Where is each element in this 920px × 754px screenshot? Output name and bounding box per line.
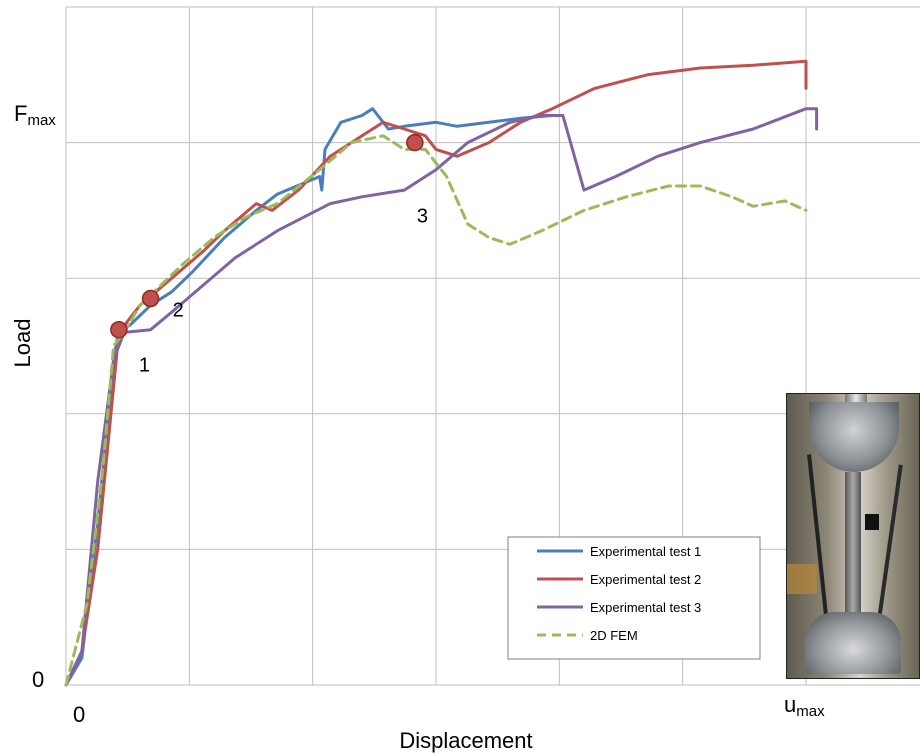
legend-label: Experimental test 1 xyxy=(590,544,701,559)
legend-label: Experimental test 2 xyxy=(590,572,701,587)
lower-grip xyxy=(805,612,901,674)
extensometer xyxy=(865,514,879,530)
legend-box xyxy=(507,536,761,660)
annotation-markers: 1 2 3 xyxy=(110,133,428,377)
annotation-label: 2 xyxy=(173,300,184,322)
series-line-2 xyxy=(64,59,808,687)
x-tick-label-end: umax xyxy=(784,692,825,720)
grid xyxy=(65,6,920,686)
legend-label: Experimental test 3 xyxy=(590,600,701,615)
cable xyxy=(875,464,903,634)
tensile-test-machine-photo xyxy=(786,393,920,679)
legend: Experimental test 1 Experimental test 2 Ex… xyxy=(507,536,761,660)
x-axis-label: Displacement xyxy=(399,728,532,753)
series-line-1 xyxy=(64,107,554,687)
annotation-marker xyxy=(141,289,160,308)
series-line-4 xyxy=(64,134,808,687)
y-axis-label: Load xyxy=(10,319,35,368)
annotation-marker xyxy=(406,133,424,152)
annotation-marker xyxy=(110,320,128,339)
annotation-label: 3 xyxy=(417,206,428,228)
y-tick-label-origin: 0 xyxy=(32,667,44,692)
legend-label: 2D FEM xyxy=(590,628,638,643)
x-tick-label-origin: 0 xyxy=(73,702,85,727)
y-tick-label-top: Fmax xyxy=(14,101,56,129)
background-shelf xyxy=(787,564,817,594)
series-line-3 xyxy=(64,107,819,687)
upper-grip xyxy=(809,402,899,472)
annotation-label: 1 xyxy=(139,355,150,377)
specimen xyxy=(845,472,861,617)
